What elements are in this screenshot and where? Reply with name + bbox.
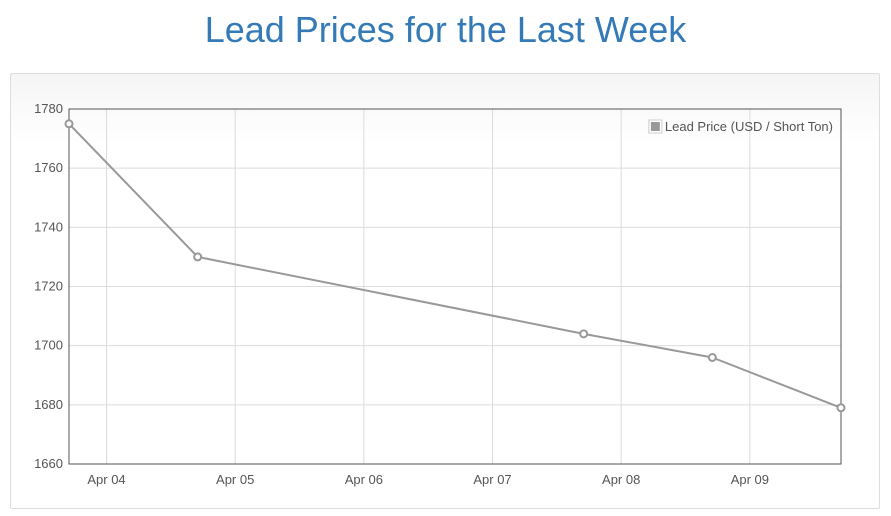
data-point[interactable]	[836, 403, 846, 413]
data-point[interactable]	[579, 329, 589, 339]
x-tick-label: Apr 08	[602, 472, 640, 487]
data-point[interactable]	[193, 252, 203, 262]
x-tick-label: Apr 06	[345, 472, 383, 487]
legend-label: Lead Price (USD / Short Ton)	[665, 119, 833, 134]
plot-area-border	[68, 108, 842, 465]
x-tick-label: Apr 09	[731, 472, 769, 487]
line-chart: 1660 1680 1700 1720 1740 1760 1780 Apr 04 Apr 05…	[34, 101, 846, 487]
y-tick-label: 1740	[34, 219, 63, 234]
chart-panel: 1660 1680 1700 1720 1740 1760 1780 Apr 04 Apr 05…	[10, 73, 880, 509]
y-tick-label: 1780	[34, 101, 63, 116]
series-line	[68, 123, 842, 409]
y-tick-label: 1700	[34, 338, 63, 353]
y-tick-label: 1660	[34, 456, 63, 471]
x-tick-label: Apr 04	[87, 472, 125, 487]
data-point[interactable]	[707, 353, 717, 362]
legend-swatch	[650, 122, 660, 131]
y-tick-label: 1760	[34, 160, 63, 175]
y-tick-label: 1680	[34, 397, 63, 412]
page-title: Lead Prices for the Last Week	[204, 9, 687, 50]
y-tick-label: 1720	[34, 279, 63, 294]
data-point[interactable]	[64, 119, 74, 129]
x-tick-label: Apr 05	[216, 472, 254, 487]
x-tick-label: Apr 07	[473, 472, 511, 487]
